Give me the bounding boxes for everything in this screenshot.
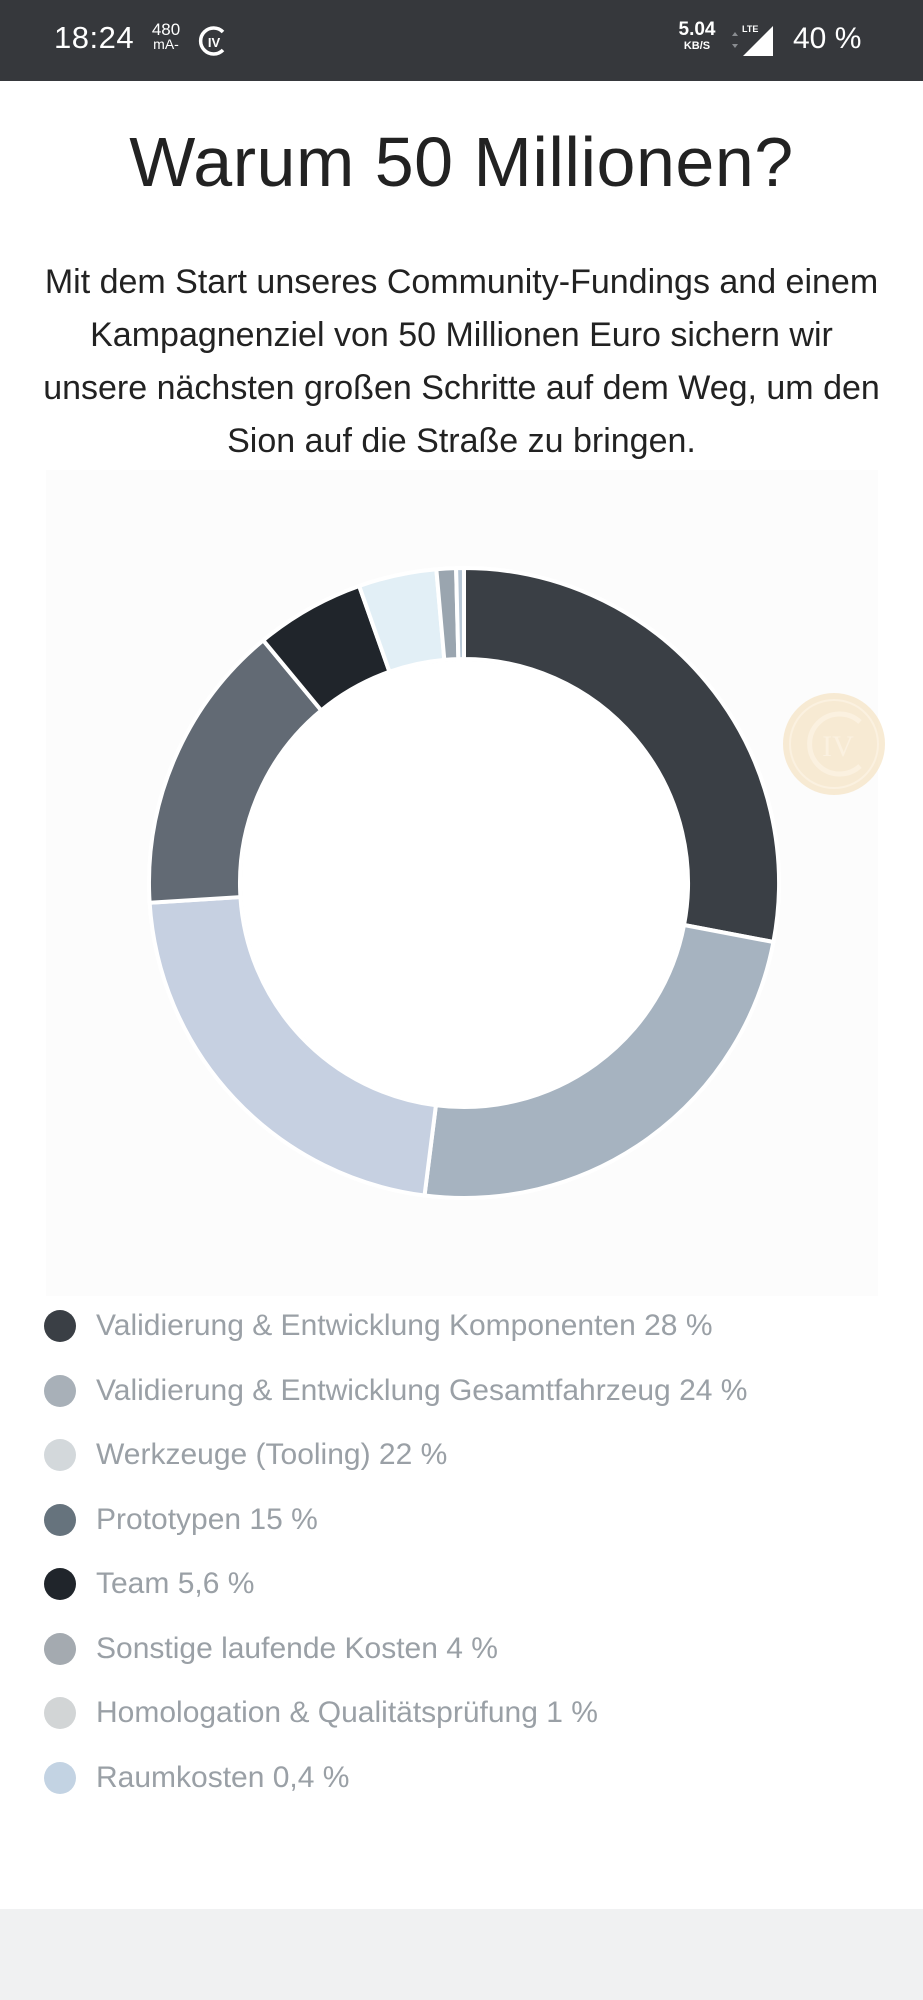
legend-item[interactable]: Prototypen 15 % <box>44 1500 318 1540</box>
intro-paragraph: Mit dem Start unseres Community-Fundings… <box>43 263 880 460</box>
donut-hole <box>242 661 686 1105</box>
legend-color-swatch <box>44 1310 76 1342</box>
status-speed-value: 5.04 <box>678 19 716 40</box>
legend-item[interactable]: Raumkosten 0,4 % <box>44 1758 349 1798</box>
page-title: Warum 50 Millionen? <box>129 123 794 201</box>
watermark-logo-icon: IV <box>783 693 885 795</box>
status-speed-unit: KB/S <box>683 40 711 52</box>
legend-color-swatch <box>44 1633 76 1665</box>
footer-band <box>0 1909 923 2000</box>
app-logo-icon: IV <box>198 26 225 56</box>
legend-color-swatch <box>44 1697 76 1729</box>
lte-signal-icon: LTE <box>732 24 773 56</box>
status-current-unit: mA- <box>153 36 179 52</box>
legend-label: Team 5,6 % <box>96 1567 255 1600</box>
donut-slice[interactable] <box>422 922 776 1200</box>
donut-chart-svg <box>147 566 781 1200</box>
legend-label: Validierung & Entwicklung Gesamtfahrzeug… <box>96 1374 748 1407</box>
battery-level: 40 % <box>793 22 862 55</box>
legend-color-swatch <box>44 1375 76 1407</box>
legend-item[interactable]: Werkzeuge (Tooling) 22 % <box>44 1435 447 1475</box>
legend-color-swatch <box>44 1504 76 1536</box>
legend-label: Raumkosten 0,4 % <box>96 1761 350 1794</box>
legend-color-swatch <box>44 1439 76 1471</box>
status-time: 18:24 <box>54 20 135 55</box>
legend-label: Prototypen 15 % <box>96 1503 318 1536</box>
donut-slice[interactable] <box>454 566 466 662</box>
donut-slice[interactable] <box>147 895 438 1198</box>
legend-item[interactable]: Homologation & Qualitätsprüfung 1 % <box>44 1693 598 1733</box>
legend-color-swatch <box>44 1762 76 1794</box>
legend-item[interactable]: Validierung & Entwicklung Komponenten 28… <box>44 1306 713 1346</box>
legend-item[interactable]: Sonstige laufende Kosten 4 % <box>44 1629 498 1669</box>
watermark-text: IV <box>822 730 854 763</box>
status-current-draw: 480 mA- <box>149 20 183 52</box>
legend-color-swatch <box>44 1568 76 1600</box>
legend-label: Sonstige laufende Kosten 4 % <box>96 1632 498 1665</box>
legend-label: Homologation & Qualitätsprüfung 1 % <box>96 1696 598 1729</box>
donut-chart: IV <box>46 470 885 1296</box>
legend-label: Werkzeuge (Tooling) 22 % <box>96 1438 448 1471</box>
status-bar: 18:24 480 mA- IV 5.04 KB/S LTE 40 % <box>0 0 923 81</box>
donut-slice[interactable] <box>462 566 781 945</box>
app-logo-text: IV <box>208 35 221 50</box>
status-current-value: 480 <box>151 20 181 39</box>
network-type-label: LTE <box>742 24 758 34</box>
legend-item[interactable]: Validierung & Entwicklung Gesamtfahrzeug… <box>44 1371 747 1411</box>
status-network-speed: 5.04 KB/S <box>672 19 722 54</box>
legend-label: Validierung & Entwicklung Komponenten 28… <box>96 1309 713 1342</box>
legend-item[interactable]: Team 5,6 % <box>44 1564 254 1604</box>
